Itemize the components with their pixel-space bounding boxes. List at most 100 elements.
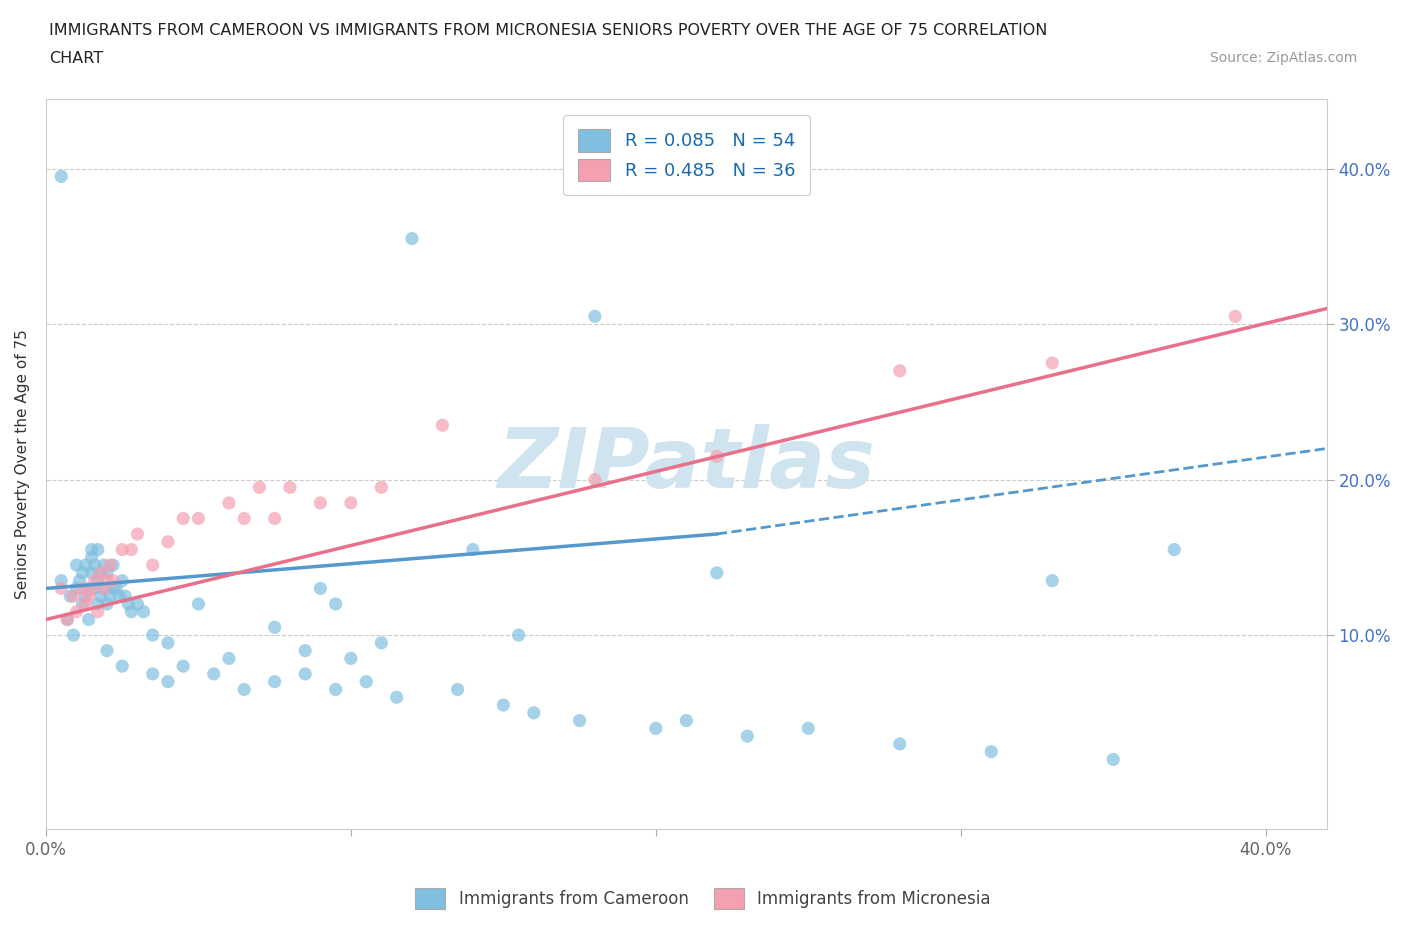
Point <box>370 480 392 495</box>
Point <box>142 558 165 573</box>
Point <box>56 612 79 627</box>
Point <box>80 542 103 557</box>
Point <box>263 674 285 689</box>
Point <box>1163 542 1185 557</box>
Point <box>156 635 179 650</box>
Point <box>523 705 546 720</box>
Point <box>96 565 118 580</box>
Point <box>75 596 97 611</box>
Point <box>156 535 179 550</box>
Point <box>142 628 165 643</box>
Point <box>96 644 118 658</box>
Point <box>117 596 139 611</box>
Text: ZIPatlas: ZIPatlas <box>498 423 876 505</box>
Point <box>127 526 149 541</box>
Point <box>187 511 209 525</box>
Text: Source: ZipAtlas.com: Source: ZipAtlas.com <box>1209 51 1357 65</box>
Point <box>401 232 423 246</box>
Point <box>737 729 759 744</box>
Point <box>156 674 179 689</box>
Point <box>87 573 110 588</box>
Text: CHART: CHART <box>49 51 103 66</box>
Point <box>583 309 606 324</box>
Point <box>370 635 392 650</box>
Point <box>132 604 155 619</box>
Point <box>51 169 73 184</box>
Point <box>706 449 728 464</box>
Point <box>187 596 209 611</box>
Point <box>385 690 408 705</box>
Point <box>80 581 103 596</box>
Point <box>340 496 363 511</box>
Point <box>75 558 97 573</box>
Point <box>101 558 124 573</box>
Point <box>1225 309 1247 324</box>
Point <box>62 589 84 604</box>
Point <box>90 565 112 580</box>
Point <box>675 713 697 728</box>
Point <box>432 418 454 432</box>
Legend: R = 0.085   N = 54, R = 0.485   N = 36: R = 0.085 N = 54, R = 0.485 N = 36 <box>564 115 810 195</box>
Point <box>72 565 94 580</box>
Point <box>172 658 194 673</box>
Point <box>461 542 484 557</box>
Point <box>114 589 136 604</box>
Text: IMMIGRANTS FROM CAMEROON VS IMMIGRANTS FROM MICRONESIA SENIORS POVERTY OVER THE : IMMIGRANTS FROM CAMEROON VS IMMIGRANTS F… <box>49 23 1047 38</box>
Point <box>77 612 100 627</box>
Point <box>83 581 105 596</box>
Point <box>120 604 142 619</box>
Point <box>51 581 73 596</box>
Point <box>111 658 134 673</box>
Point <box>77 589 100 604</box>
Point <box>65 581 87 596</box>
Point <box>98 589 121 604</box>
Point <box>1102 752 1125 767</box>
Point <box>87 542 110 557</box>
Point <box>87 596 110 611</box>
Point <box>172 511 194 525</box>
Point <box>294 644 316 658</box>
Point <box>142 667 165 682</box>
Point <box>56 612 79 627</box>
Point <box>1040 573 1063 588</box>
Point <box>120 542 142 557</box>
Point <box>889 737 911 751</box>
Point <box>218 651 240 666</box>
Point <box>87 604 110 619</box>
Point <box>644 721 666 736</box>
Point <box>706 565 728 580</box>
Point <box>202 667 225 682</box>
Y-axis label: Seniors Poverty Over the Age of 75: Seniors Poverty Over the Age of 75 <box>15 329 30 599</box>
Point <box>278 480 301 495</box>
Point <box>309 496 332 511</box>
Point <box>325 596 347 611</box>
Point <box>1040 355 1063 370</box>
Point <box>93 581 115 596</box>
Point <box>105 581 128 596</box>
Point <box>980 744 1002 759</box>
Legend: Immigrants from Cameroon, Immigrants from Micronesia: Immigrants from Cameroon, Immigrants fro… <box>408 880 998 917</box>
Point <box>75 589 97 604</box>
Point <box>583 472 606 487</box>
Point <box>83 558 105 573</box>
Point <box>51 573 73 588</box>
Point <box>889 364 911 379</box>
Point <box>93 581 115 596</box>
Point <box>72 581 94 596</box>
Point <box>233 682 256 697</box>
Point <box>80 565 103 580</box>
Point <box>72 596 94 611</box>
Point <box>508 628 530 643</box>
Point <box>77 581 100 596</box>
Point <box>309 581 332 596</box>
Point <box>263 511 285 525</box>
Point <box>218 496 240 511</box>
Point <box>111 542 134 557</box>
Point <box>340 651 363 666</box>
Point <box>492 698 515 712</box>
Point <box>96 573 118 588</box>
Point <box>62 628 84 643</box>
Point <box>325 682 347 697</box>
Point <box>101 573 124 588</box>
Point <box>69 573 91 588</box>
